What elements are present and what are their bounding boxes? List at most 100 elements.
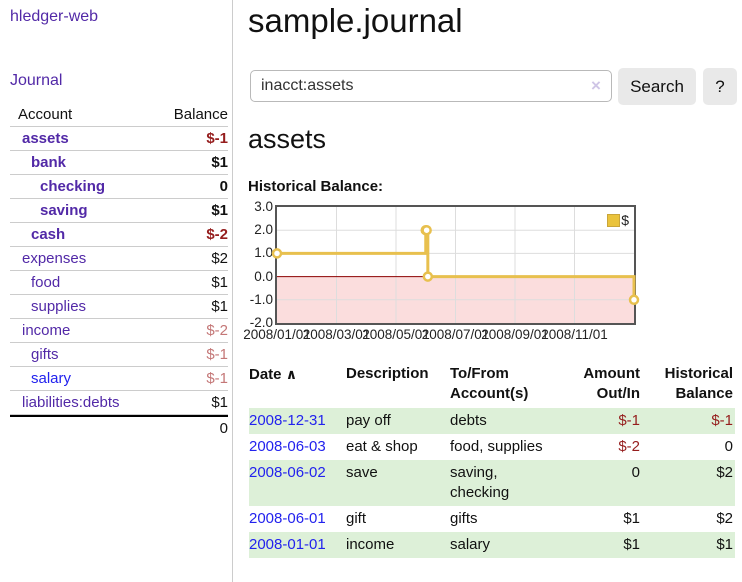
account-balance: $1	[211, 298, 228, 315]
transactions-table: Date ∧ Description To/From Account(s) Am…	[249, 362, 735, 558]
transaction-row: 2008-06-02 save saving, checking 0 $2	[249, 460, 735, 506]
y-tick-label: 0.0	[254, 268, 273, 284]
y-tick-label: 2.0	[254, 222, 273, 238]
account-row-gifts: gifts $-1	[10, 343, 228, 367]
account-link-checking[interactable]: checking	[40, 178, 106, 195]
page-title: sample.journal	[248, 2, 463, 39]
legend-swatch-icon	[607, 213, 621, 227]
account-row-bank: bank $1	[10, 151, 228, 175]
account-link-income[interactable]: income	[22, 322, 71, 339]
account-row-salary: salary $-1	[10, 367, 228, 391]
accounts-total-row: 0	[10, 415, 228, 439]
chart-legend: $	[607, 212, 629, 228]
account-link-salary[interactable]: salary	[31, 370, 72, 387]
balance-column-header: Balance	[173, 106, 228, 123]
account-balance: $1	[211, 202, 228, 219]
transaction-date-link[interactable]: 2008-12-31	[249, 412, 326, 429]
transaction-row: 2008-12-31 pay off debts $-1 $-1	[249, 408, 735, 434]
chart-canvas	[271, 207, 640, 323]
y-tick-label: -1.0	[249, 291, 273, 307]
accounts-table-header: Account Balance	[10, 103, 228, 127]
account-link-gifts[interactable]: gifts	[31, 346, 59, 363]
accounts-column-header: Account	[18, 106, 73, 123]
account-row-food: food $1	[10, 271, 228, 295]
account-row-cash: cash $-2	[10, 223, 228, 247]
chart-y-axis: 3.0 2.0 1.0 0.0 -1.0 -2.0	[236, 199, 273, 330]
amount-column-header: Amount Out/In	[583, 365, 640, 402]
transaction-balance: $2	[716, 510, 733, 527]
transaction-row: 2008-06-03 eat & shop food, supplies $-2…	[249, 434, 735, 460]
transaction-description: income	[346, 536, 395, 553]
search-button[interactable]: Search	[618, 68, 696, 105]
account-link-saving[interactable]: saving	[40, 202, 88, 219]
account-balance: $-2	[206, 226, 228, 243]
transaction-description: save	[346, 464, 378, 481]
account-link-supplies[interactable]: supplies	[31, 298, 87, 315]
transaction-date-link[interactable]: 2008-06-01	[249, 510, 326, 527]
account-link-bank[interactable]: bank	[31, 154, 67, 171]
transaction-row: 2008-01-01 income salary $1 $1	[249, 532, 735, 558]
transaction-balance: $-1	[711, 412, 733, 429]
account-row-income: income $-2	[10, 319, 228, 343]
account-link-expenses[interactable]: expenses	[22, 250, 87, 267]
account-balance: 0	[219, 178, 228, 195]
accounts-total-value: 0	[219, 419, 228, 437]
transaction-amount: 0	[631, 464, 640, 481]
account-row-checking: checking 0	[10, 175, 228, 199]
transaction-row: 2008-06-01 gift gifts $1 $2	[249, 506, 735, 532]
legend-label: $	[621, 212, 629, 228]
x-tick-label: 2008/07/01	[421, 327, 490, 342]
balance-chart: $	[271, 205, 640, 325]
transaction-description: pay off	[346, 412, 391, 429]
account-row-supplies: supplies $1	[10, 295, 228, 319]
y-tick-label: 3.0	[254, 199, 273, 214]
transaction-amount: $-2	[618, 438, 640, 455]
transaction-accounts: debts	[450, 412, 487, 429]
accounts-column-header: To/From Account(s)	[450, 365, 529, 402]
sidebar: hledger-web Journal Account Balance asse…	[0, 0, 233, 582]
account-balance: $-1	[206, 370, 228, 387]
chart-x-axis: 2008/01/01 2008/03/01 2008/05/01 2008/07/01…	[243, 327, 634, 343]
account-row-saving: saving $1	[10, 199, 228, 223]
account-balance: $-1	[206, 130, 228, 147]
x-tick-label: 2008/11/01	[541, 327, 608, 342]
transaction-description: eat & shop	[346, 438, 418, 455]
y-tick-label: -2.0	[249, 315, 273, 330]
account-row-assets: assets $-1	[10, 127, 228, 151]
clear-search-icon[interactable]: ×	[591, 76, 601, 95]
balance-column-header: Historical Balance	[664, 365, 733, 402]
transaction-accounts: food, supplies	[450, 438, 543, 455]
x-tick-label: 2008/01/01	[243, 327, 311, 342]
account-link-food[interactable]: food	[31, 274, 61, 291]
transaction-balance: 0	[724, 438, 733, 455]
account-row-liabilities-debts: liabilities:debts $1	[10, 391, 228, 415]
date-column-header[interactable]: Date ∧	[249, 366, 298, 383]
transaction-amount: $1	[623, 536, 640, 553]
account-balance: $1	[211, 274, 228, 291]
transaction-amount: $1	[623, 510, 640, 527]
help-button[interactable]: ?	[703, 68, 737, 105]
transaction-date-link[interactable]: 2008-01-01	[249, 536, 326, 553]
account-balance: $1	[211, 394, 228, 411]
transactions-table-header: Date ∧ Description To/From Account(s) Am…	[249, 362, 735, 408]
account-link-cash[interactable]: cash	[31, 226, 66, 243]
sidebar-item-journal[interactable]: Journal	[10, 72, 63, 89]
sort-ascending-icon: ∧	[285, 366, 298, 382]
transaction-date-link[interactable]: 2008-06-03	[249, 438, 326, 455]
transaction-accounts: salary	[450, 536, 491, 553]
account-link-liabilities-debts[interactable]: liabilities:debts	[22, 394, 120, 411]
transaction-date-link[interactable]: 2008-06-02	[249, 464, 326, 481]
transaction-balance: $1	[716, 536, 733, 553]
x-tick-label: 2008/09/01	[481, 327, 549, 342]
search-input[interactable]	[250, 70, 612, 102]
account-balance: $2	[211, 250, 228, 267]
transaction-description: gift	[346, 510, 367, 527]
x-tick-label: 2008/03/01	[302, 327, 371, 342]
y-tick-label: 1.0	[254, 245, 273, 261]
description-column-header: Description	[346, 365, 429, 382]
register-account-heading: assets	[248, 124, 327, 154]
account-link-assets[interactable]: assets	[22, 130, 69, 147]
transaction-amount: $-1	[618, 412, 640, 429]
account-balance: $-2	[206, 322, 228, 339]
app-title-link[interactable]: hledger-web	[10, 8, 99, 25]
